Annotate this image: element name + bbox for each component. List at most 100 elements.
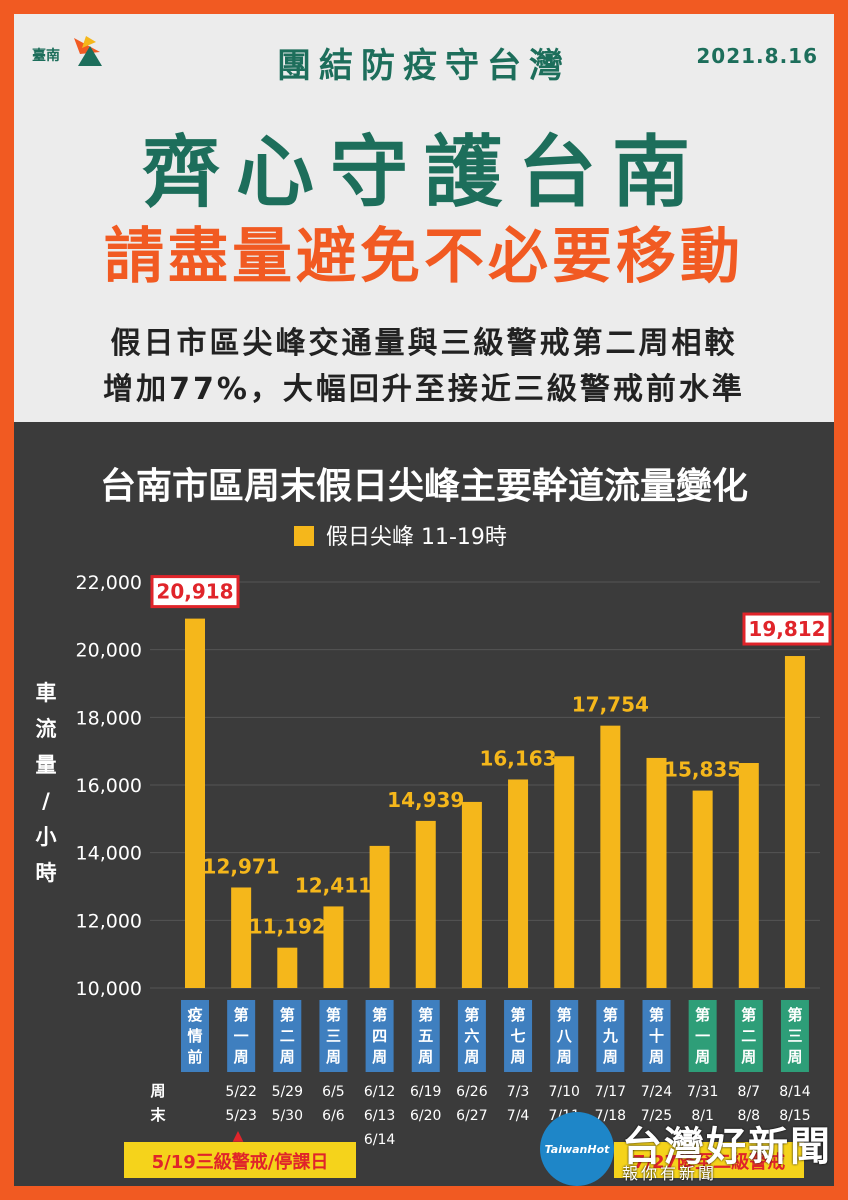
- date-label: 2021.8.16: [696, 44, 818, 68]
- category-tag: [780, 1000, 809, 1072]
- category-label-char: 第: [418, 1006, 433, 1024]
- category-label-char: 周: [280, 1048, 295, 1066]
- category-label-char: 第: [649, 1006, 664, 1024]
- category-tag: [227, 1000, 256, 1072]
- data-label: 15,835: [664, 758, 741, 782]
- bar: [738, 763, 759, 988]
- main-title: 齊心守護台南: [141, 128, 706, 218]
- watermark-sub: 報你有新聞: [622, 1164, 718, 1183]
- category-label-char: 二: [280, 1027, 295, 1045]
- annotation-right-box: [614, 1142, 804, 1178]
- category-label-char: 五: [418, 1027, 433, 1045]
- bar: [600, 725, 621, 988]
- y-axis-label-char: 小: [36, 825, 57, 849]
- y-axis-label-char: 流: [36, 717, 57, 741]
- data-label: 12,971: [203, 854, 280, 878]
- category-label-char: 第: [511, 1006, 526, 1024]
- date-label: 8/15: [779, 1108, 810, 1124]
- tainan-logo-icon: 臺南: [32, 36, 102, 66]
- date-label: 8/8: [738, 1108, 761, 1124]
- category-label-char: 周: [695, 1048, 710, 1066]
- y-tick-label: 18,000: [76, 707, 142, 729]
- date-label: 6/27: [456, 1108, 487, 1124]
- date-label: 8/1: [691, 1108, 714, 1124]
- category-tag: [550, 1000, 579, 1072]
- annotation-marker: ▲: [233, 1128, 244, 1144]
- watermark-badge: TaiwanHot: [540, 1112, 614, 1186]
- bar: [461, 801, 482, 988]
- date-label: 6/6: [322, 1108, 345, 1124]
- category-tag: [596, 1000, 625, 1072]
- annotation-left-box: [124, 1142, 356, 1178]
- data-label: 11,192: [249, 915, 326, 939]
- date-label: 6/13: [364, 1108, 395, 1124]
- category-label-char: 第: [603, 1006, 618, 1024]
- bar: [508, 779, 529, 988]
- value-label-box: [150, 575, 240, 609]
- category-label-char: 情: [187, 1027, 202, 1045]
- y-axis-label-char: 量: [36, 753, 57, 777]
- legend-swatch: [294, 526, 314, 546]
- category-label-char: 周: [603, 1048, 618, 1066]
- category-label-char: 第: [741, 1006, 756, 1024]
- description-line-1: 假日市區尖峰交通量與三級警戒第二周相較: [110, 326, 738, 361]
- data-label: 14,939: [387, 788, 464, 812]
- bar: [646, 757, 667, 988]
- watermark-name: 台灣好新聞: [622, 1124, 832, 1170]
- data-label: 17,754: [572, 693, 649, 717]
- y-tick-label: 16,000: [76, 775, 142, 797]
- category-label-char: 疫: [187, 1006, 202, 1024]
- category-label-char: 周: [511, 1048, 526, 1066]
- bar: [277, 947, 298, 988]
- category-label-char: 前: [187, 1048, 202, 1066]
- y-tick-label: 22,000: [76, 572, 142, 594]
- date-label: 7/31: [687, 1084, 718, 1100]
- category-tag: [504, 1000, 533, 1072]
- category-tag: [457, 1000, 486, 1072]
- slogan: 團結防疫守台灣: [277, 46, 571, 86]
- category-label-char: 周: [234, 1048, 249, 1066]
- category-label-char: 第: [787, 1006, 802, 1024]
- annotation-right: 7/27降至二級警戒: [633, 1151, 785, 1173]
- weekend-header-char: 末: [150, 1106, 166, 1124]
- y-axis-label-char: 時: [36, 861, 57, 885]
- bar: [415, 820, 436, 988]
- category-tag: [642, 1000, 671, 1072]
- date-label: 6/19: [410, 1084, 441, 1100]
- svg-text:臺南: 臺南: [32, 47, 60, 64]
- category-label-char: 第: [372, 1006, 387, 1024]
- date-label: 6/12: [364, 1084, 395, 1100]
- bar: [323, 906, 344, 988]
- bar: [231, 887, 252, 988]
- category-tag: [181, 1000, 209, 1072]
- data-label: 20,918: [156, 580, 233, 604]
- date-label: 6/5: [322, 1084, 345, 1100]
- bar: [369, 845, 390, 988]
- category-label-char: 七: [511, 1027, 526, 1045]
- category-label-char: 第: [464, 1006, 479, 1024]
- category-label-char: 周: [372, 1048, 387, 1066]
- date-label: 7/17: [595, 1084, 626, 1100]
- y-axis-label-char: 車: [36, 681, 57, 705]
- date-label: 6/14: [364, 1132, 396, 1148]
- legend-label: 假日尖峰 11-19時: [326, 525, 507, 550]
- y-tick-label: 14,000: [76, 843, 142, 865]
- date-label: 5/29: [272, 1084, 303, 1100]
- date-label: 5/23: [225, 1108, 256, 1124]
- y-tick-label: 10,000: [76, 978, 142, 1000]
- date-label: 7/4: [507, 1108, 530, 1124]
- category-label-char: 周: [557, 1048, 572, 1066]
- category-label-char: 六: [464, 1027, 479, 1045]
- category-label-char: 一: [234, 1027, 249, 1045]
- category-label-char: 四: [372, 1027, 387, 1045]
- bar: [784, 656, 805, 988]
- description-line-2: 增加77%，大幅回升至接近三級警戒前水準: [103, 372, 745, 407]
- sub-title: 請盡量避免不必要移動: [104, 222, 744, 292]
- category-label-char: 周: [418, 1048, 433, 1066]
- y-tick-label: 12,000: [76, 910, 142, 932]
- date-label: 8/7: [738, 1084, 761, 1100]
- category-label-char: 周: [649, 1048, 664, 1066]
- category-label-char: 周: [326, 1048, 341, 1066]
- category-tag: [319, 1000, 348, 1072]
- date-label: 7/25: [641, 1108, 672, 1124]
